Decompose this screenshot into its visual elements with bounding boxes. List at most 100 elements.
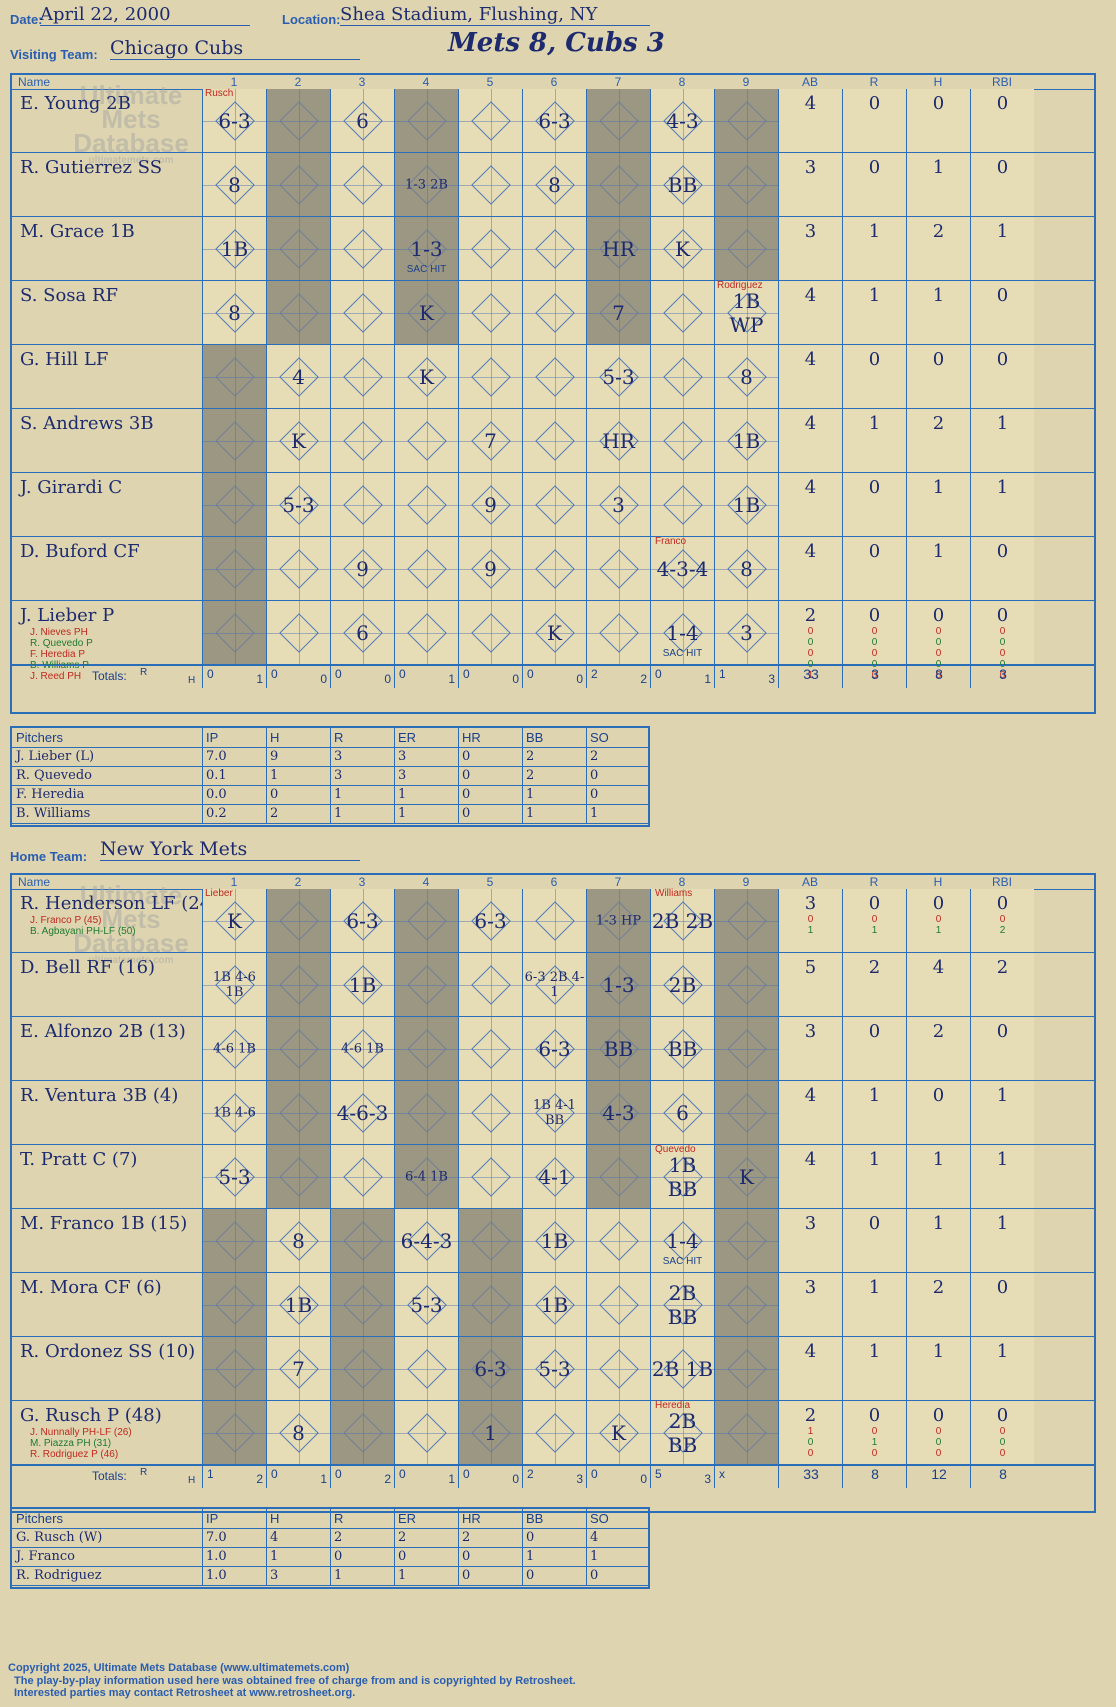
inning-cell: 3	[586, 473, 650, 536]
inning-cell: 1-4 SAC HIT	[650, 601, 714, 664]
cell-gridline-v	[618, 1081, 620, 1144]
cell-gridline-h	[459, 1304, 522, 1306]
pitcher-row: G. Rusch (W) 7.0 4 2 2 2 0 4	[12, 1528, 648, 1548]
cell-gridline-v	[298, 1273, 300, 1336]
inning-cell	[714, 1401, 778, 1464]
cell-gridline-v	[746, 281, 748, 344]
pitcher-stat: 2	[590, 749, 599, 764]
cell-gridline-h	[267, 1304, 330, 1306]
cell-gridline-v	[682, 89, 684, 152]
stat-value: 2	[932, 1277, 945, 1298]
play-result: 6-3	[474, 908, 507, 933]
pitcher-col-divider	[586, 1547, 587, 1566]
pitcher-stat: 7.0	[206, 1530, 227, 1545]
play-result: 1-3	[602, 972, 635, 997]
cell-gridline-v	[554, 217, 556, 280]
cell-gridline-v	[682, 1273, 684, 1336]
cell-gridline-v	[426, 473, 428, 536]
inning-cell	[202, 1401, 266, 1464]
batter-name: D. Bell RF (16)	[20, 957, 156, 978]
inning-cell	[458, 281, 522, 344]
pitcher-stat: 2	[462, 1530, 471, 1545]
cell-gridline-h	[651, 1368, 714, 1370]
stat-cell-ab: 4	[778, 89, 842, 152]
cell-gridline-h	[331, 504, 394, 506]
pitcher-col-divider	[394, 1528, 395, 1547]
pitcher-stat: R. Rodriguez	[16, 1568, 102, 1583]
cell-gridline-v	[298, 1081, 300, 1144]
cell-gridline-h	[331, 1048, 394, 1050]
pitcher-stat: 0	[462, 787, 471, 802]
cell-gridline-h	[651, 504, 714, 506]
inning-cell	[522, 217, 586, 280]
cell-gridline-v	[426, 889, 428, 952]
cell-gridline-v	[426, 601, 428, 664]
cell-gridline-v	[746, 89, 748, 152]
cell-gridline-h	[267, 632, 330, 634]
inning-hits: 3	[576, 1472, 583, 1486]
cell-gridline-h	[715, 440, 778, 442]
stat-cell-ab: 3	[778, 153, 842, 216]
cell-gridline-v	[490, 153, 492, 216]
cell-gridline-h	[587, 312, 650, 314]
cell-gridline-h	[331, 1176, 394, 1178]
sub-stat-value: 1	[807, 1426, 814, 1437]
sub-stat-value: 0	[807, 1437, 814, 1448]
cell-gridline-h	[651, 1304, 714, 1306]
cell-gridline-v	[362, 1273, 364, 1336]
inning-cell	[458, 601, 522, 664]
inning-cell	[586, 153, 650, 216]
home-team-label: Home Team:	[10, 849, 88, 864]
inning-cell	[714, 889, 778, 952]
inning-header-5: 5	[486, 75, 494, 89]
inning-cell: 8	[266, 1401, 330, 1464]
cell-gridline-v	[554, 1017, 556, 1080]
base-diamond	[406, 1348, 447, 1389]
pitcher-stat: 3	[334, 768, 343, 783]
inning-runs: 0	[207, 667, 214, 681]
stat-value: 0	[868, 541, 881, 562]
inning-cell: 1B 4-6 1B	[202, 953, 266, 1016]
cell-gridline-v	[490, 1337, 492, 1400]
stat-cell-h: 1	[906, 281, 970, 344]
play-result: 1B	[220, 236, 249, 261]
inning-header-6: 6	[550, 75, 558, 89]
pitcher-stat: 1	[334, 806, 343, 821]
cell-gridline-h	[331, 120, 394, 122]
cell-gridline-h	[331, 248, 394, 250]
inning-cell: 2B BB	[650, 1273, 714, 1336]
cell-gridline-h	[267, 184, 330, 186]
stat-cell-ab: 4	[778, 1081, 842, 1144]
play-result: 4-6 1B	[213, 1041, 256, 1056]
batter-name: R. Gutierrez SS	[20, 157, 163, 178]
inning-cell: 1B	[522, 1273, 586, 1336]
cell-gridline-h	[523, 504, 586, 506]
play-result: 6	[356, 108, 369, 133]
cell-gridline-v	[362, 1337, 364, 1400]
cell-gridline-h	[203, 440, 266, 442]
cell-gridline-v	[554, 601, 556, 664]
pitchers-col-header: IP	[206, 730, 219, 745]
inning-cell	[714, 217, 778, 280]
inning-cell: 8	[266, 1209, 330, 1272]
totals-r-key: R	[140, 1467, 148, 1478]
pitcher-col-divider	[586, 1528, 587, 1547]
name-column-header: Name	[18, 75, 51, 89]
inning-runs: 0	[463, 1467, 470, 1481]
pitcher-change-note: Lieber	[205, 888, 233, 899]
cell-gridline-h	[395, 376, 458, 378]
inning-hits: 1	[704, 672, 711, 686]
cell-gridline-v	[490, 1017, 492, 1080]
base-diamond	[534, 292, 575, 333]
pitcher-col-divider	[266, 1528, 267, 1547]
base-diamond	[598, 1284, 639, 1325]
inning-cell	[394, 473, 458, 536]
pitcher-col-divider	[266, 1509, 267, 1528]
cell-gridline-h	[395, 1048, 458, 1050]
cell-gridline-h	[331, 568, 394, 570]
stat-value: 1	[868, 413, 881, 434]
inning-header-1: 1	[230, 75, 238, 89]
home-pitchers-table: Pitchers IP H R ER HR BB SO G. Rusch (W) 7.0 4 2 2 2 0…	[10, 1507, 650, 1589]
play-result: 1B WP	[729, 288, 764, 337]
